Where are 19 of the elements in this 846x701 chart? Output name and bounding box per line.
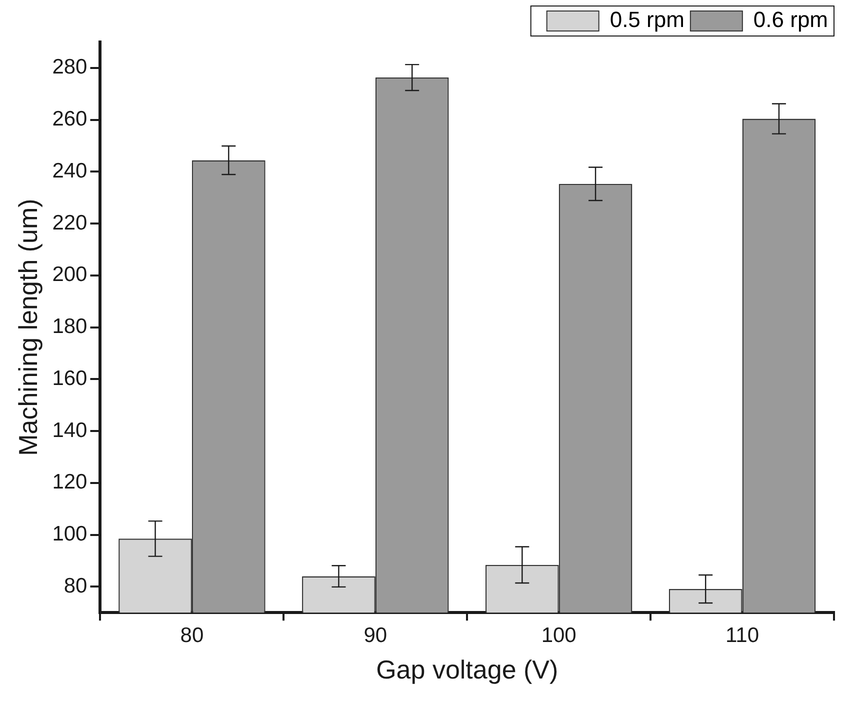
y-tick-label: 280 [52,56,88,79]
x-tick-label: 90 [364,624,388,647]
y-tick-label: 220 [52,211,88,234]
y-tick-label: 200 [52,263,88,286]
y-tick-label: 260 [52,108,88,131]
x-tick-label: 110 [726,624,760,647]
x-tick-label: 80 [180,624,204,647]
legend-label: 0.6 rpm [753,7,828,32]
y-tick-label: 160 [52,366,88,390]
x-axis-title: Gap voltage (V) [376,654,558,685]
y-tick-label: 240 [52,159,88,182]
y-tick-label: 180 [52,315,88,338]
y-tick-label: 140 [52,418,88,442]
legend-label: 0.5 rpm [610,7,684,32]
y-tick-label: 120 [52,470,88,494]
y-tick-label: 100 [52,522,88,546]
y-tick-label: 80 [64,574,88,598]
x-tick-label: 100 [541,624,576,647]
y-axis-title: Machining length (um) [12,198,43,456]
